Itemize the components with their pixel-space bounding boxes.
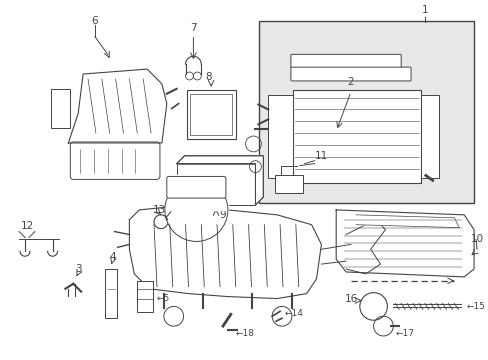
Text: 8: 8 <box>204 72 211 82</box>
Text: ←14: ←14 <box>285 309 303 318</box>
Text: 11: 11 <box>314 151 327 161</box>
Text: 16: 16 <box>344 293 357 303</box>
Bar <box>275 175 302 193</box>
Bar <box>420 95 438 179</box>
Polygon shape <box>176 156 263 205</box>
Text: 4: 4 <box>109 252 116 262</box>
Bar <box>268 95 292 179</box>
Bar <box>104 269 116 318</box>
Text: ←15: ←15 <box>465 302 484 311</box>
Bar <box>292 90 420 183</box>
Bar <box>186 90 235 139</box>
Text: 12: 12 <box>20 221 34 231</box>
Text: ←17: ←17 <box>394 329 413 338</box>
Text: 3: 3 <box>75 264 81 274</box>
Bar <box>176 164 255 205</box>
Text: 7: 7 <box>190 23 196 33</box>
Text: ←18: ←18 <box>235 329 254 338</box>
Text: 1: 1 <box>421 5 427 15</box>
Text: ←5: ←5 <box>157 294 170 303</box>
Text: 2: 2 <box>347 77 354 87</box>
Bar <box>137 281 153 312</box>
Polygon shape <box>355 215 458 228</box>
Text: 13: 13 <box>152 205 165 215</box>
Text: 9: 9 <box>219 210 226 220</box>
Bar <box>259 21 473 203</box>
Polygon shape <box>336 210 473 277</box>
FancyBboxPatch shape <box>290 54 400 68</box>
Bar <box>51 89 70 128</box>
Polygon shape <box>68 69 166 143</box>
FancyBboxPatch shape <box>290 67 410 81</box>
Polygon shape <box>164 175 227 210</box>
Bar <box>190 94 231 135</box>
Text: 6: 6 <box>91 16 98 26</box>
Polygon shape <box>346 220 385 274</box>
FancyBboxPatch shape <box>166 176 225 198</box>
FancyBboxPatch shape <box>70 142 160 179</box>
Text: 10: 10 <box>470 234 483 244</box>
Polygon shape <box>129 205 321 298</box>
